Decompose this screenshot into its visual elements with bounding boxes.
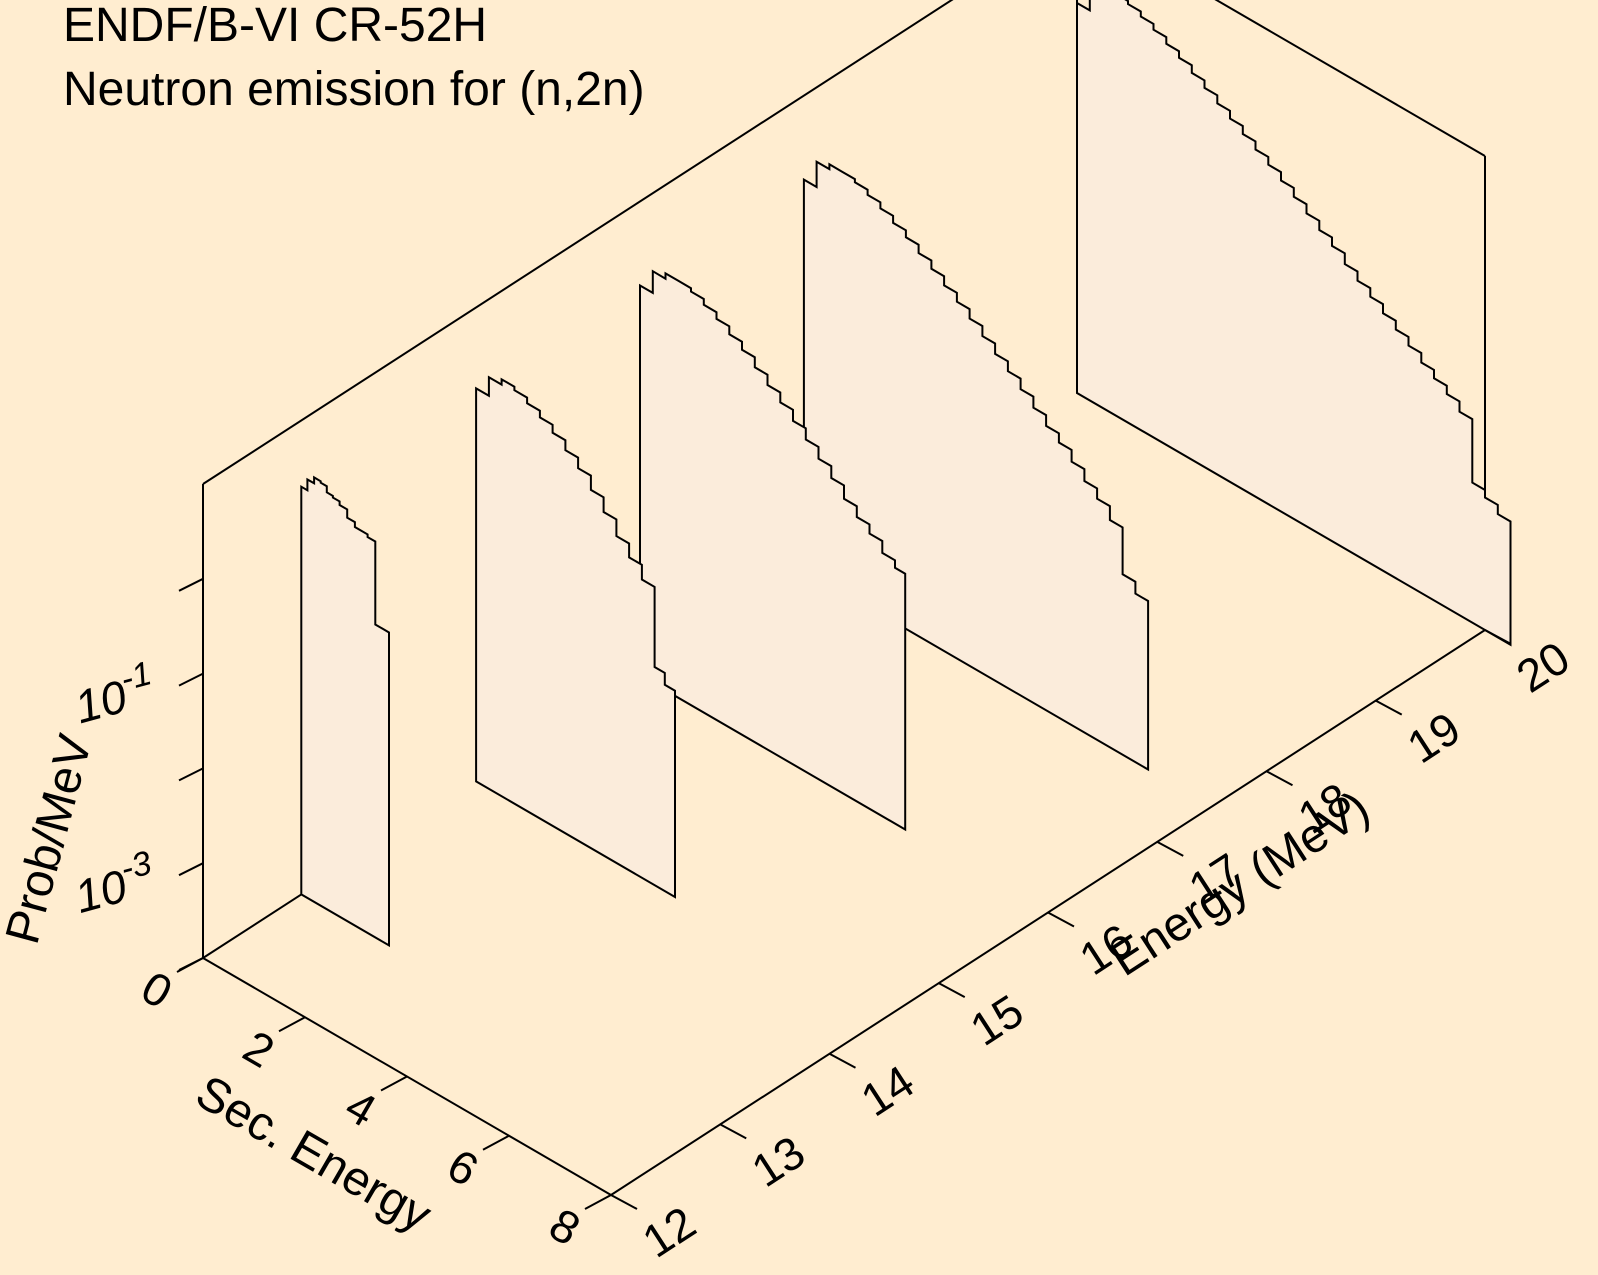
z-tick-19: [1375, 699, 1403, 716]
spectrum-4: [1076, 0, 1512, 647]
z-tick-16: [1047, 911, 1075, 928]
x-tick-6: [482, 1134, 510, 1151]
chart-title: ENDF/B-VI CR-52H: [63, 0, 488, 52]
y-tick-label-0: 10-3: [67, 844, 161, 923]
x-tick-4: [380, 1075, 408, 1092]
y-tick-0: [178, 862, 204, 877]
z-tick-15: [938, 982, 966, 999]
x-tick-2: [278, 1016, 306, 1033]
chart-subtitle: Neutron emission for (n,2n): [63, 63, 645, 116]
y-tick-label-1: 10-1: [67, 654, 161, 733]
y-tick-4: [178, 957, 204, 971]
spectrum-surface-0: [300, 475, 390, 948]
y-tick-3: [178, 577, 204, 592]
z-tick-12: [610, 1194, 638, 1210]
back-wall-top-edge: [1214, 0, 1486, 157]
y-tick-2: [178, 767, 204, 782]
left-wall-top-edge: [202, 0, 954, 485]
z-tick-20: [1484, 629, 1512, 645]
spectra-surfaces: [300, 0, 1512, 948]
spectrum-surface-2: [639, 269, 907, 832]
y-tick-1: [178, 672, 204, 687]
axes: [176, 484, 1512, 1210]
spectrum-surface-4: [1076, 0, 1512, 647]
spectrum-1: [475, 375, 676, 899]
z-tick-17: [1156, 840, 1184, 857]
spectrum-surface-1: [475, 375, 676, 899]
x-tick-8: [584, 1194, 612, 1210]
spectrum-2: [639, 269, 907, 832]
z-tick-18: [1266, 770, 1293, 787]
spectrum-0: [300, 475, 390, 948]
floor-left-edge: [202, 893, 302, 959]
z-tick-14: [829, 1052, 856, 1069]
z-tick-13: [719, 1123, 747, 1140]
